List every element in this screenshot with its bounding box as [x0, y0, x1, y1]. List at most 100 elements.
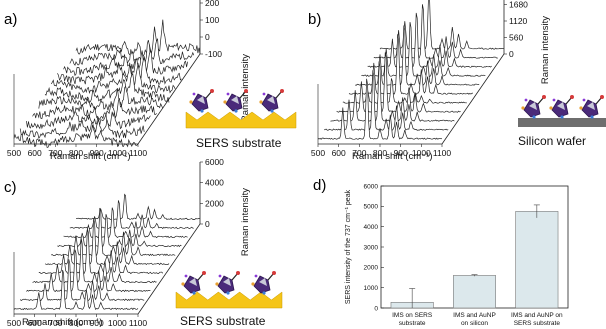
y-tick-label: 0	[374, 305, 378, 312]
spectrum-fill-10	[69, 39, 194, 66]
molecule-body	[523, 99, 541, 118]
panel-c-x-axis-title: Raman shift (cm⁻¹)	[22, 317, 103, 328]
molecule-body	[191, 93, 209, 112]
z-tick-label: 0	[509, 49, 514, 59]
spectrum-line-7	[51, 207, 176, 257]
spectrum-fill-4	[32, 98, 157, 120]
panel-a-spectra	[13, 0, 201, 148]
panel-b-substrate-illustration	[518, 95, 606, 127]
molecule-highlight	[557, 102, 565, 110]
z-tick-label: 560	[509, 33, 523, 43]
molecule-atom	[215, 282, 219, 286]
spectrum-line-8	[361, 22, 486, 77]
spectrum-line-11	[75, 193, 201, 221]
molecule-atom	[532, 115, 536, 119]
molecule-atom	[251, 282, 255, 286]
spectrum-line-11	[75, 19, 201, 57]
spectrum-line-5	[342, 78, 467, 104]
molecule-atom	[524, 98, 528, 102]
y-tick-label: 4000	[364, 224, 379, 231]
y-tick-label: 1000	[364, 285, 379, 292]
panel-d-letter: d)	[313, 177, 326, 194]
spectrum-line-6	[348, 34, 474, 95]
molecule-highlight	[267, 96, 275, 104]
molecule-atom	[189, 100, 193, 104]
spectrum-fill-9	[63, 50, 188, 76]
category-label-3: IMS and AuNP on	[511, 312, 563, 319]
molecule-atom	[192, 291, 196, 295]
molecule-atom	[218, 274, 222, 278]
spectrum-line-9	[367, 12, 492, 68]
molecule-atom	[181, 282, 185, 286]
y-tick-label: 6000	[364, 183, 379, 190]
spectrum-line-5	[38, 228, 164, 275]
y-tick-label: 2000	[364, 265, 379, 272]
panel-c-z-axis-title: Raman intensity	[240, 188, 251, 256]
panel-a-substrate-illustration	[185, 89, 297, 129]
spectrum-line-6	[44, 73, 170, 104]
molecule-atom	[200, 109, 204, 113]
panel-b-spectra	[317, 0, 505, 146]
panel-a-x-ticks: 500 600 700 800 900 1000 1100	[7, 144, 147, 158]
spectrum-fill-1	[14, 125, 138, 148]
spectrum-fill-7	[51, 62, 176, 93]
panel-c-substrate-illustration	[175, 271, 283, 309]
panel-b-substrate-label: Silicon wafer	[518, 134, 586, 148]
z-tick-label: 2000	[205, 198, 224, 208]
spectrum-fill-2	[20, 119, 145, 139]
spectrum-line-10	[69, 38, 195, 66]
molecule-atom	[244, 89, 248, 93]
silicon-wafer-shape	[518, 118, 606, 127]
spectrum-line-2	[323, 70, 449, 131]
spectrum-line-3	[26, 110, 151, 130]
molecule-body	[581, 99, 599, 118]
molecule-atom	[560, 115, 564, 119]
spectrum-line-10	[69, 200, 194, 230]
x-tick-label: 1100	[433, 148, 452, 158]
x-tick-label: 1000	[108, 318, 127, 328]
category-label-3: SERS substrate	[514, 320, 561, 327]
molecule-atom	[226, 92, 230, 96]
molecule-body	[551, 99, 569, 118]
molecule-2	[215, 271, 240, 295]
molecule-body	[261, 93, 279, 112]
x-tick-label: 600	[28, 318, 42, 328]
z-tick-label: 4000	[205, 178, 224, 188]
molecule-2	[223, 89, 248, 113]
panel-c-x-ticks: 500 600 700 800 900 1000 1100	[7, 314, 147, 328]
molecule-atom	[542, 95, 546, 99]
molecule-atom	[262, 92, 266, 96]
panel-d-bar-chart: 0 1000 2000 3000 4000 5000 6000 SERS intensity …	[345, 183, 569, 327]
spectrum-line-8	[57, 57, 182, 85]
panel-c: c) 500 600 700 800 900 1000 1100 6000 4000 2000 0…	[4, 157, 283, 328]
molecule-atom	[184, 274, 188, 278]
x-tick-label: 500	[311, 148, 325, 158]
molecule-atom	[254, 274, 258, 278]
x-tick-label: 900	[394, 148, 408, 158]
spectrum-line-5	[38, 85, 164, 111]
category-label-1: IMS on SERS	[392, 312, 433, 319]
spectrum-fill-11	[76, 19, 200, 57]
x-tick-label: 700	[48, 318, 62, 328]
depth-axis-line	[137, 53, 201, 145]
panel-b-z-ticks: 2240168011205600	[504, 0, 528, 59]
molecule-body	[225, 93, 243, 112]
spectrum-fill-2	[20, 259, 145, 307]
panel-b-x-ticks: 500 600 700 800 900 1000 1100	[311, 144, 452, 158]
panel-b-letter: b)	[308, 11, 321, 28]
category-label-2: on silicon	[461, 320, 488, 327]
molecule-atom	[270, 109, 274, 113]
panel-a-substrate-label: SERS substrate	[196, 136, 282, 150]
y-tick-label: 5000	[364, 204, 379, 211]
x-tick-label: 900	[90, 148, 104, 158]
spectrum-line-9	[63, 207, 188, 239]
molecule-atom	[590, 115, 594, 119]
molecule-highlight	[587, 102, 595, 110]
molecule-atom	[262, 291, 266, 295]
bar-2	[453, 275, 496, 309]
spectrum-line-9	[63, 49, 188, 77]
x-tick-label: 700	[48, 148, 62, 158]
spectrum-line-8	[57, 214, 182, 248]
spectrum-line-1	[317, 78, 443, 140]
x-tick-label: 500	[7, 148, 21, 158]
